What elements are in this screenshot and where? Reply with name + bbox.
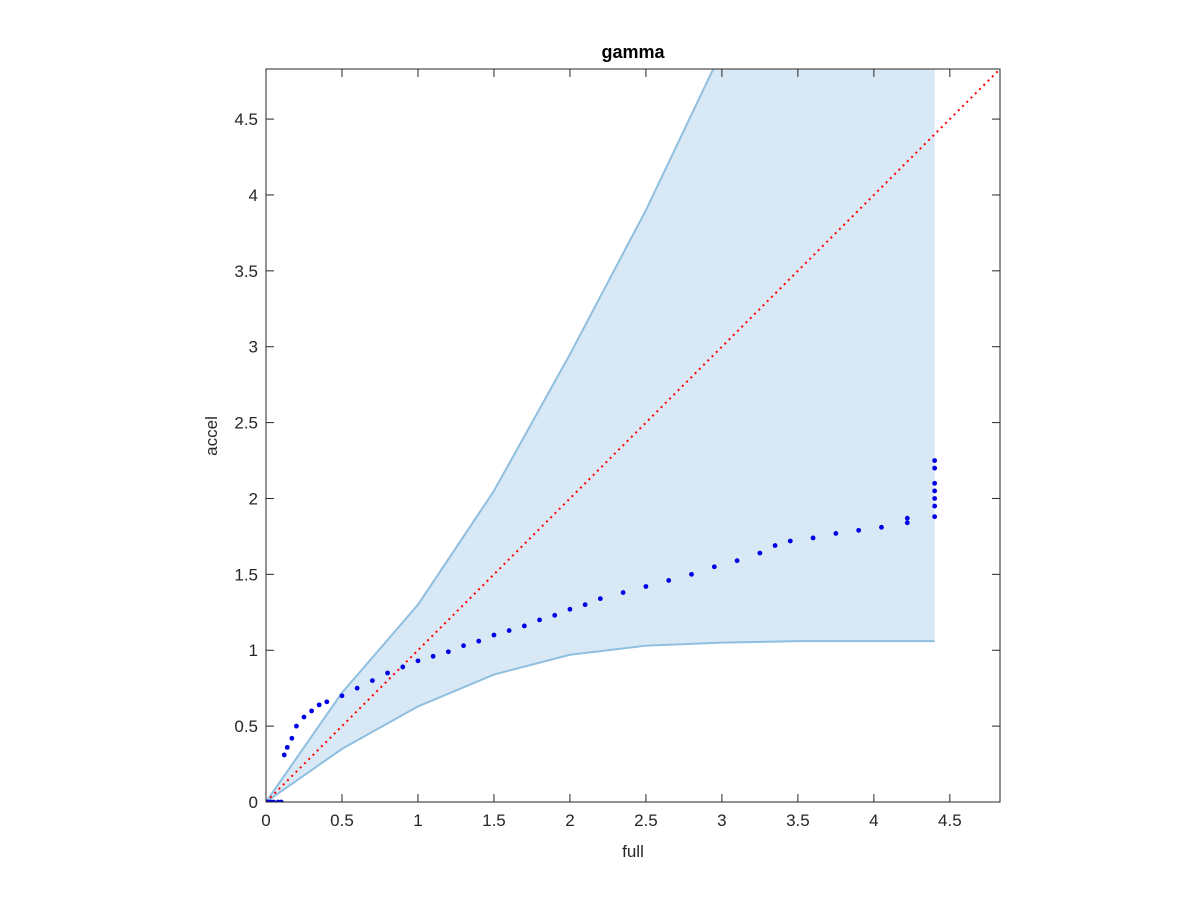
axes-box — [265, 68, 1001, 803]
x-axis-label: full — [622, 842, 644, 861]
point — [932, 496, 938, 501]
point — [904, 520, 910, 526]
point — [932, 514, 938, 520]
point — [537, 617, 542, 623]
point — [757, 550, 763, 556]
chart-title: gamma — [601, 42, 665, 62]
point — [316, 702, 322, 708]
point — [810, 535, 816, 541]
band-lower-edge — [266, 640, 935, 802]
point — [879, 524, 884, 530]
point — [400, 664, 406, 670]
reference-line — [266, 69, 1000, 802]
point — [932, 465, 938, 471]
y-tick-label: 4.5 — [234, 110, 258, 129]
point — [833, 530, 839, 536]
x-tick-label: 4 — [869, 811, 878, 830]
point — [932, 480, 938, 486]
y-tick-label: 1 — [249, 641, 258, 660]
x-tick-label: 1 — [413, 811, 422, 830]
point — [476, 638, 482, 644]
x-tick-label: 4.5 — [938, 811, 962, 830]
y-tick-label: 2 — [249, 489, 258, 508]
point — [281, 752, 287, 758]
point — [787, 538, 793, 544]
y-tick-label: 3 — [249, 338, 258, 357]
point — [734, 558, 740, 564]
point — [567, 606, 573, 612]
point — [309, 708, 314, 714]
point — [620, 590, 626, 595]
point — [597, 596, 603, 602]
x-tick-label: 3 — [717, 811, 726, 830]
point — [643, 584, 649, 589]
point — [689, 571, 694, 577]
point — [430, 653, 436, 659]
point — [521, 623, 527, 629]
x-tick-label: 2.5 — [634, 811, 658, 830]
point — [491, 632, 497, 638]
band-upper-edge — [266, 69, 715, 802]
point — [278, 799, 284, 802]
x-tick-label: 1.5 — [482, 811, 506, 830]
point — [711, 564, 717, 570]
y-tick-label: 4 — [249, 186, 258, 205]
point — [385, 670, 390, 676]
point — [904, 515, 910, 521]
y-tick-label: 2.5 — [234, 414, 258, 433]
point — [339, 693, 345, 699]
y-tick-label: 0.5 — [234, 717, 258, 736]
point — [369, 678, 375, 683]
point — [415, 658, 421, 664]
y-tick-label: 0 — [249, 793, 258, 812]
point — [284, 744, 290, 750]
point — [271, 799, 276, 802]
point — [461, 643, 466, 649]
point — [856, 527, 862, 533]
point — [301, 714, 307, 720]
point — [445, 649, 451, 655]
point — [772, 543, 778, 548]
y-axis-label: accel — [202, 416, 221, 456]
x-tick-label: 0.5 — [330, 811, 354, 830]
x-tick-label: 2 — [565, 811, 574, 830]
x-tick-label: 0 — [261, 811, 270, 830]
point — [324, 699, 330, 705]
x-tick-label: 3.5 — [786, 811, 810, 830]
point — [932, 458, 938, 463]
point — [506, 628, 512, 633]
band-area — [266, 69, 935, 802]
plot-area — [266, 69, 1000, 802]
point — [932, 488, 938, 494]
point — [354, 685, 360, 691]
point — [666, 578, 672, 583]
point — [932, 503, 938, 509]
point — [289, 735, 295, 741]
point — [582, 602, 588, 608]
point — [552, 612, 558, 618]
y-tick-label: 1.5 — [234, 565, 258, 584]
y-tick-label: 3.5 — [234, 262, 258, 281]
point — [293, 723, 299, 729]
